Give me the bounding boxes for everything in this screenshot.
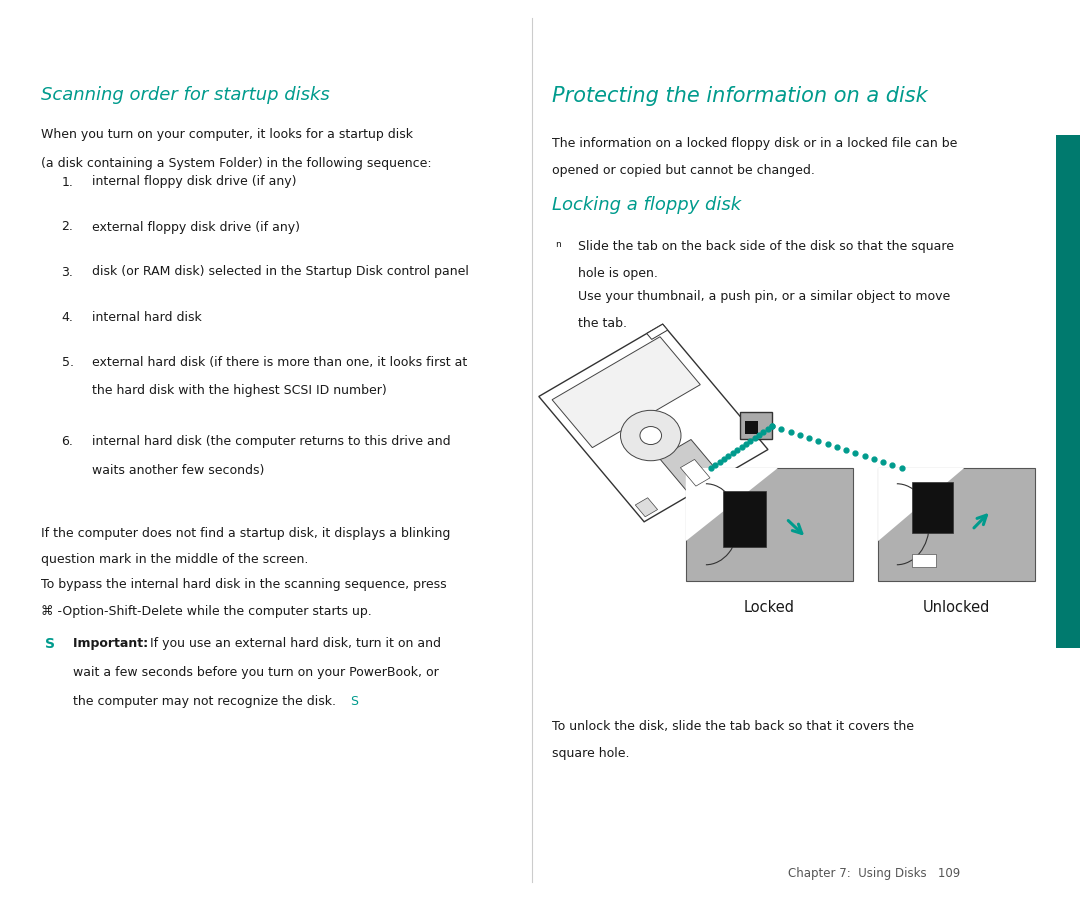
Circle shape [621,410,681,461]
Text: Protecting the information on a disk: Protecting the information on a disk [552,86,928,105]
Text: Chapter 7:  Using Disks   109: Chapter 7: Using Disks 109 [788,868,960,880]
Text: question mark in the middle of the screen.: question mark in the middle of the scree… [41,554,309,566]
Polygon shape [552,337,700,447]
Bar [913,554,936,567]
Polygon shape [659,439,721,495]
Text: square hole.: square hole. [552,747,630,760]
Text: opened or copied but cannot be changed.: opened or copied but cannot be changed. [552,164,814,176]
Text: The information on a locked floppy disk or in a locked file can be: The information on a locked floppy disk … [552,137,957,149]
Text: waits another few seconds): waits another few seconds) [92,464,265,476]
Text: 6.: 6. [62,435,73,447]
Text: Slide the tab on the back side of the disk so that the square: Slide the tab on the back side of the di… [578,240,954,253]
Polygon shape [913,482,954,533]
Text: 4.: 4. [62,310,73,323]
Text: To bypass the internal hard disk in the scanning sequence, press: To bypass the internal hard disk in the … [41,578,447,590]
Polygon shape [723,491,766,547]
Text: internal hard disk: internal hard disk [92,310,202,323]
Text: Important:: Important: [73,637,153,650]
Text: internal floppy disk drive (if any): internal floppy disk drive (if any) [92,176,296,188]
Text: Unlocked: Unlocked [922,600,990,616]
Bar [740,412,772,439]
Text: the tab.: the tab. [578,317,626,329]
Bar [1056,135,1080,648]
Polygon shape [680,459,710,486]
Polygon shape [539,324,768,522]
Text: wait a few seconds before you turn on your PowerBook, or: wait a few seconds before you turn on yo… [73,666,440,679]
Bar [745,421,758,434]
Text: external floppy disk drive (if any): external floppy disk drive (if any) [92,220,300,233]
Bar [686,468,853,580]
Text: Scanning order for startup disks: Scanning order for startup disks [41,86,329,104]
Polygon shape [878,468,964,541]
Circle shape [640,427,662,445]
Text: ⌘ -Option-Shift-Delete while the computer starts up.: ⌘ -Option-Shift-Delete while the compute… [41,605,372,617]
Polygon shape [647,324,667,339]
Bar [878,468,1035,580]
Text: (a disk containing a System Folder) in the following sequence:: (a disk containing a System Folder) in t… [41,157,432,169]
Text: 3.: 3. [62,266,73,278]
Text: the hard disk with the highest SCSI ID number): the hard disk with the highest SCSI ID n… [92,384,387,397]
Text: S: S [45,637,55,652]
Text: disk (or RAM disk) selected in the Startup Disk control panel: disk (or RAM disk) selected in the Start… [92,266,469,278]
Text: external hard disk (if there is more than one, it looks first at: external hard disk (if there is more tha… [92,356,467,368]
Text: the computer may not recognize the disk.: the computer may not recognize the disk. [73,695,345,707]
Text: When you turn on your computer, it looks for a startup disk: When you turn on your computer, it looks… [41,128,413,140]
Text: 1.: 1. [62,176,73,188]
Text: n: n [555,240,561,249]
Text: 2.: 2. [62,220,73,233]
Text: If you use an external hard disk, turn it on and: If you use an external hard disk, turn i… [150,637,441,650]
Text: Use your thumbnail, a push pin, or a similar object to move: Use your thumbnail, a push pin, or a sim… [578,290,950,302]
Text: S: S [350,695,357,707]
Text: Locking a floppy disk: Locking a floppy disk [552,196,741,214]
Text: hole is open.: hole is open. [578,267,658,280]
Polygon shape [635,498,658,517]
Polygon shape [686,468,778,541]
Text: Locked: Locked [744,600,795,616]
Text: 5.: 5. [62,356,73,368]
Text: internal hard disk (the computer returns to this drive and: internal hard disk (the computer returns… [92,435,450,447]
Text: If the computer does not find a startup disk, it displays a blinking: If the computer does not find a startup … [41,526,450,539]
Text: To unlock the disk, slide the tab back so that it covers the: To unlock the disk, slide the tab back s… [552,720,914,733]
